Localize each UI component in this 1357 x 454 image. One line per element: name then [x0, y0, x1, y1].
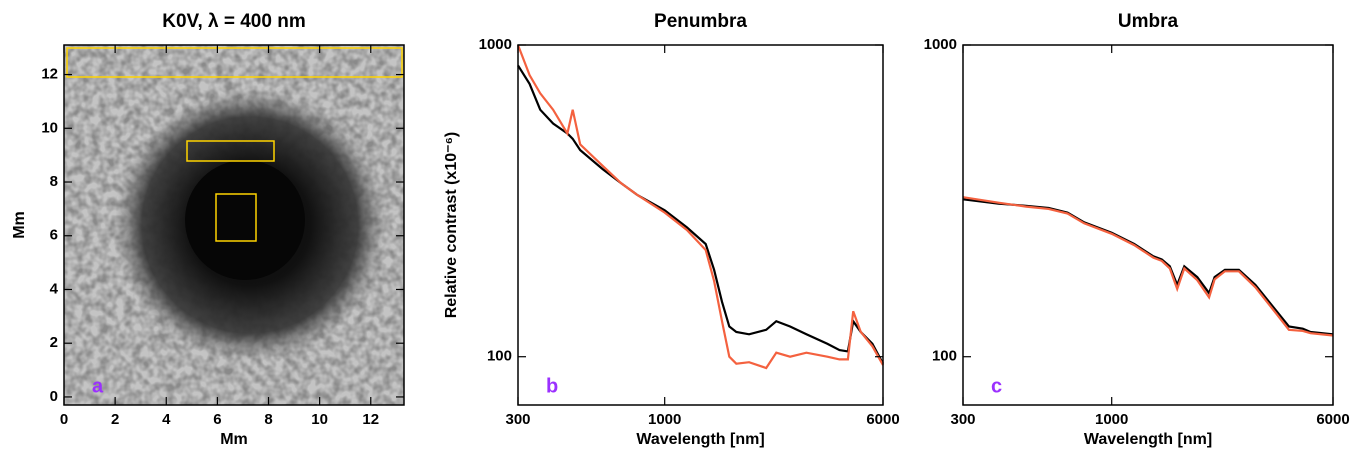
- panel-label: b: [546, 375, 558, 397]
- penumbra-box: [186, 140, 275, 162]
- plot-frame: [962, 44, 1334, 406]
- y-tick-label: 1000: [479, 36, 512, 53]
- x-tick-label: 0: [60, 411, 68, 428]
- y-axis-label: Mm: [11, 211, 28, 239]
- y-tick-label: 1000: [924, 36, 957, 53]
- x-tick-label: 8: [264, 411, 272, 428]
- y-tick-label: 4: [50, 280, 59, 297]
- plot-frame: [517, 44, 884, 406]
- x-tick-label: 6000: [866, 411, 899, 428]
- x-tick-label: 2: [111, 411, 119, 428]
- x-axis-label: Mm: [220, 431, 248, 448]
- plot-frame: [63, 44, 405, 406]
- x-tick-label: 300: [505, 411, 530, 428]
- x-axis-label: Wavelength [nm]: [636, 431, 764, 448]
- y-tick-label: 10: [41, 119, 58, 136]
- y-tick-label: 0: [50, 388, 58, 405]
- x-tick-label: 6: [213, 411, 221, 428]
- chart-title: Umbra: [1118, 11, 1179, 32]
- x-tick-label: 4: [162, 411, 171, 428]
- x-tick-label: 12: [362, 411, 379, 428]
- y-tick-label: 12: [41, 66, 58, 83]
- panel-label: c: [991, 375, 1002, 397]
- region-boxes: [66, 47, 403, 242]
- y-axis-label: Relative contrast (x10⁻⁶): [443, 132, 460, 319]
- x-tick-label: 10: [311, 411, 328, 428]
- series-line: [516, 44, 884, 370]
- series-line: [517, 64, 884, 365]
- panel-label: a: [92, 375, 104, 397]
- x-tick-label: 6000: [1316, 411, 1349, 428]
- x-axis-label: Wavelength [nm]: [1084, 431, 1212, 448]
- umbra-box: [215, 193, 257, 242]
- sunspot-image: [64, 45, 404, 405]
- y-tick-label: 8: [50, 173, 58, 190]
- x-tick-label: 300: [950, 411, 975, 428]
- chart-title: K0V, λ = 400 nm: [162, 11, 305, 32]
- x-tick-label: 1000: [1095, 411, 1128, 428]
- series-line: [962, 196, 1334, 337]
- quiet-box: [66, 47, 403, 78]
- chart-title: Penumbra: [654, 11, 747, 32]
- y-tick-label: 6: [50, 227, 58, 244]
- y-tick-label: 100: [487, 348, 512, 365]
- x-tick-label: 1000: [648, 411, 681, 428]
- y-tick-label: 2: [50, 334, 58, 351]
- y-tick-label: 100: [932, 348, 957, 365]
